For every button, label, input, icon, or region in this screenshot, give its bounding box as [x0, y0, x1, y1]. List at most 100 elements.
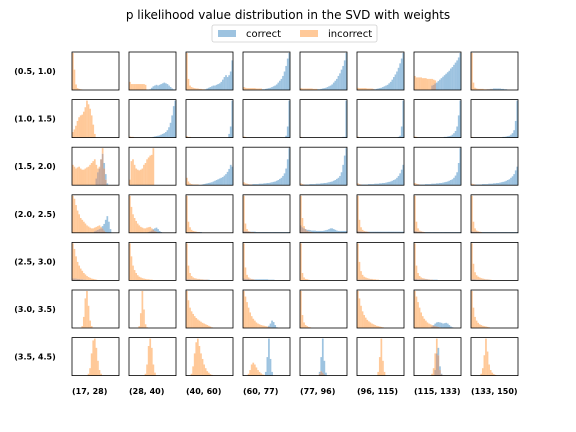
histogram-bar-overlap [100, 159, 102, 186]
histogram-bar [193, 316, 196, 328]
histogram-bar [104, 219, 107, 233]
histogram-bar [223, 77, 226, 90]
histogram-bar [399, 231, 402, 233]
histogram-bar [440, 373, 443, 375]
histogram-bar [303, 88, 305, 90]
histogram-bar [139, 313, 142, 328]
histogram-bar [143, 278, 145, 281]
histogram-bar [186, 177, 188, 186]
histogram-bar [133, 84, 136, 90]
histogram-bar [144, 373, 147, 376]
histogram-bar [93, 279, 96, 281]
histogram-bar-overlap [434, 83, 437, 90]
histogram-bar [417, 273, 419, 280]
histogram-bar [139, 277, 142, 281]
histogram-bar [366, 319, 369, 328]
col-label: (96, 115) [357, 387, 398, 396]
histogram-bar [450, 326, 452, 328]
histogram-bar [86, 291, 88, 328]
histogram-bar [423, 78, 426, 90]
histogram-bar [385, 231, 387, 233]
histogram-bar [471, 195, 473, 232]
histogram-bar-overlap [434, 326, 437, 328]
histogram-bar [249, 312, 251, 328]
histogram-bar [261, 183, 264, 186]
histogram-bar [266, 182, 269, 186]
histogram-bar [511, 133, 514, 138]
histogram-bar-overlap [101, 228, 104, 233]
histogram-bar [448, 136, 451, 138]
histogram-bar [100, 226, 102, 229]
histogram-bar-overlap [73, 278, 76, 281]
histogram-bar [260, 183, 262, 186]
histogram-bar [204, 324, 207, 328]
histogram-bar [244, 183, 247, 185]
histogram-bar [288, 53, 291, 90]
histogram-bar [226, 171, 229, 186]
histogram-bar [266, 88, 269, 90]
histogram-bar [189, 85, 191, 90]
panel-frame [71, 146, 120, 186]
histogram-bar [222, 79, 224, 90]
histogram-bar [445, 73, 448, 90]
histogram-bar [103, 223, 106, 231]
histogram-bar [214, 180, 216, 186]
histogram-bar [150, 347, 153, 376]
histogram-bar-overlap [440, 374, 443, 376]
histogram-bar [231, 100, 234, 138]
histogram-bar [271, 182, 273, 186]
histogram-bar [486, 326, 489, 328]
histogram-bar [193, 231, 196, 233]
histogram-bar [301, 315, 304, 328]
col-label: (60, 77) [243, 387, 278, 396]
histogram-bar [303, 322, 305, 328]
histogram-bar [424, 320, 427, 328]
histogram-bar [209, 87, 212, 90]
histogram-bar [440, 322, 443, 328]
histogram-bar [187, 78, 190, 90]
histogram-bar-overlap [435, 353, 438, 376]
histogram-bar [345, 53, 348, 90]
histogram-bar [443, 75, 446, 90]
histogram-bar [513, 130, 516, 138]
histogram-bar [81, 326, 84, 328]
histogram-bar [514, 170, 517, 186]
histogram-bar [274, 85, 277, 90]
histogram-bar [90, 278, 93, 281]
histogram-bar [190, 373, 193, 376]
histogram-bar [340, 69, 343, 90]
panel-frame [470, 194, 519, 234]
histogram-bar [391, 180, 394, 186]
panel-frame [242, 194, 291, 234]
histogram-bar [136, 223, 139, 233]
histogram-bar [414, 243, 416, 279]
histogram-bar [399, 135, 402, 138]
histogram-bar [451, 67, 454, 90]
histogram-bar [459, 100, 462, 138]
histogram-bar [82, 273, 85, 280]
histogram-bar-overlap [103, 168, 106, 186]
histogram-bar [89, 320, 91, 328]
histogram-bar [382, 360, 384, 376]
histogram-bar [426, 184, 429, 186]
histogram-bar [371, 231, 373, 233]
histogram-bar [149, 155, 152, 186]
col-label: (115, 133) [414, 387, 461, 396]
histogram-bar [139, 169, 142, 186]
histogram-bar [271, 371, 273, 376]
histogram-bar [193, 353, 196, 376]
histogram-bar [397, 175, 400, 186]
histogram-bar [174, 100, 177, 138]
histogram-bar [261, 325, 264, 328]
histogram-bar [339, 175, 341, 186]
histogram-bar [160, 134, 163, 138]
histogram-bar [500, 88, 503, 90]
legend-label-correct: correct [246, 29, 281, 40]
histogram-bar [255, 88, 258, 90]
histogram-bar [266, 357, 269, 376]
histogram-bar [187, 221, 190, 233]
histogram-bar [72, 243, 74, 279]
histogram-bar [154, 85, 156, 90]
histogram-bar-overlap [244, 231, 247, 233]
histogram-bar [196, 338, 199, 376]
